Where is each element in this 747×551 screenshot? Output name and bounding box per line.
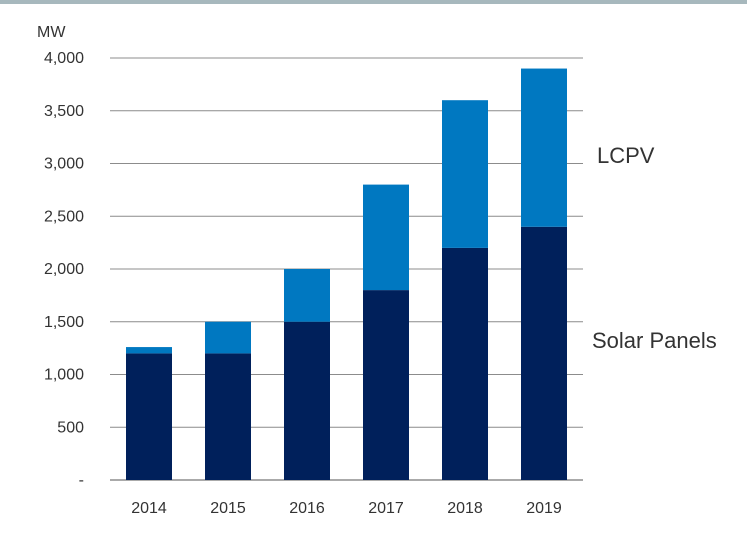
bar-lcpv-2018 — [442, 100, 488, 248]
y-tick-label: 1,500 — [44, 314, 84, 331]
x-tick-label: 2019 — [526, 500, 562, 517]
x-tick-label: 2014 — [131, 500, 167, 517]
bars — [126, 68, 567, 480]
gridlines — [110, 57, 583, 481]
y-tick-label: 3,000 — [44, 156, 84, 173]
x-axis: 2014 2015 2016 2017 2018 2019 — [131, 500, 562, 517]
y-tick-label: 3,500 — [44, 103, 84, 120]
y-tick-label: 4,000 — [44, 50, 84, 67]
bar-solar-panels-2015 — [205, 353, 251, 480]
y-tick-label: 500 — [57, 419, 84, 436]
bar-lcpv-2017 — [363, 184, 409, 291]
y-axis-label: MW — [37, 24, 66, 41]
x-tick-label: 2018 — [447, 500, 483, 517]
x-tick-label: 2017 — [368, 500, 404, 517]
y-tick-label: 1,000 — [44, 367, 84, 384]
bar-solar-panels-2019 — [521, 226, 567, 480]
bar-lcpv-2016 — [284, 269, 330, 322]
bar-solar-panels-2018 — [442, 247, 488, 480]
bar-lcpv-2015 — [205, 321, 251, 354]
y-tick-label: 2,500 — [44, 208, 84, 225]
series-label-lcpv: LCPV — [597, 143, 655, 168]
bar-lcpv-2014 — [126, 347, 172, 354]
bar-solar-panels-2014 — [126, 353, 172, 480]
series-label-solar-panels: Solar Panels — [592, 328, 717, 353]
x-tick-label: 2016 — [289, 500, 325, 517]
bar-solar-panels-2016 — [284, 321, 330, 480]
x-tick-label: 2015 — [210, 500, 246, 517]
bar-solar-panels-2017 — [363, 290, 409, 480]
y-tick-label: - — [79, 472, 84, 489]
y-axis: MW - 500 1,000 1,500 2,000 2,500 3,000 3,500 4,0… — [37, 24, 84, 489]
series-labels: LCPV Solar Panels — [592, 143, 717, 353]
top-divider — [0, 0, 747, 4]
y-tick-label: 2,000 — [44, 261, 84, 278]
bar-lcpv-2019 — [521, 68, 567, 227]
